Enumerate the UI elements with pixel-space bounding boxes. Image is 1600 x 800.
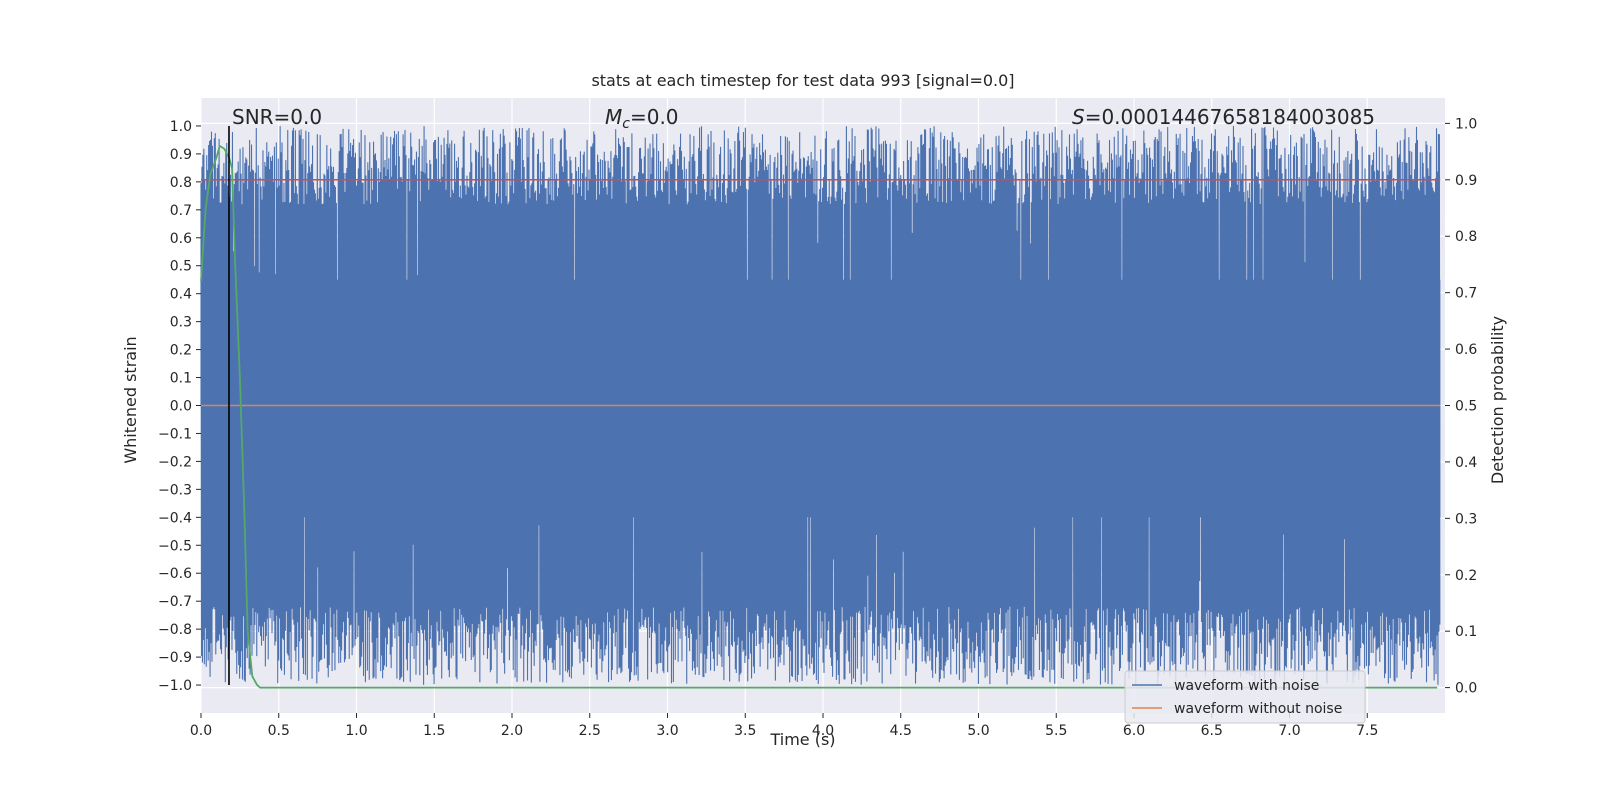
s-annotation: S=0.00014467658184003085 xyxy=(1072,105,1375,129)
chirp-mass-annotation: Mc=0.0 xyxy=(605,105,679,132)
x-tick-label: 4.0 xyxy=(812,723,834,739)
y-tick-label: 0.2 xyxy=(170,343,192,359)
y-tick-label: −1.0 xyxy=(158,678,192,694)
y-axis-ticks: 1.0 0.9 0.8 0.7 0.6 0.5 0.4 0.3 0.2 0.1 0.0 −0.1 −0.… xyxy=(158,119,201,694)
series-waveform-with-noise xyxy=(200,125,1441,685)
y2-tick-label: 0.2 xyxy=(1455,568,1477,584)
chirp-mass-value: =0.0 xyxy=(630,105,679,129)
x-tick-label: 2.5 xyxy=(579,723,601,739)
y2-tick-label: 0.5 xyxy=(1455,399,1477,415)
y-tick-label: 0.1 xyxy=(170,371,192,387)
y2-tick-label: 0.1 xyxy=(1455,624,1477,640)
y-tick-label: 0.9 xyxy=(170,147,192,163)
x-tick-label: 3.5 xyxy=(734,723,756,739)
snr-annotation: SNR=0.0 xyxy=(232,105,322,129)
y-axis-label: Whitened strain xyxy=(121,336,140,463)
x-tick-label: 0.0 xyxy=(190,723,212,739)
legend-label-clean: waveform without noise xyxy=(1174,701,1342,717)
x-tick-label: 7.0 xyxy=(1278,723,1300,739)
y-tick-label: −0.2 xyxy=(158,454,192,470)
y-tick-label: −0.7 xyxy=(158,594,192,610)
y-tick-label: 0.4 xyxy=(170,287,192,303)
y2-tick-label: 1.0 xyxy=(1455,116,1477,132)
y2-tick-label: 0.7 xyxy=(1455,286,1477,302)
noise-waveform-line xyxy=(200,125,1441,685)
chirp-mass-subscript: c xyxy=(622,116,630,132)
chart-lines xyxy=(200,125,1441,689)
x-tick-label: 0.5 xyxy=(268,723,290,739)
s-value: =0.00014467658184003085 xyxy=(1085,105,1375,129)
y-tick-label: 0.0 xyxy=(170,399,192,415)
x-tick-label: 3.0 xyxy=(656,723,678,739)
y2-axis-ticks: 1.0 0.9 0.8 0.7 0.6 0.5 0.4 0.3 0.2 0.1 0.0 xyxy=(1445,116,1477,697)
detection-probability-line xyxy=(200,144,1438,689)
y-tick-label: 0.6 xyxy=(170,231,192,247)
y2-axis-label: Detection probability xyxy=(1488,316,1507,484)
x-tick-label: 5.5 xyxy=(1045,723,1067,739)
legend: waveform with noise waveform without noi… xyxy=(1124,670,1366,724)
y2-tick-label: 0.0 xyxy=(1455,681,1477,697)
y2-tick-label: 0.8 xyxy=(1455,229,1477,245)
y2-tick-label: 0.3 xyxy=(1455,511,1477,527)
y2-tick-label: 0.6 xyxy=(1455,342,1477,358)
x-tick-label: 1.5 xyxy=(423,723,445,739)
y-tick-label: −0.9 xyxy=(158,650,192,666)
legend-label-noise: waveform with noise xyxy=(1174,678,1319,694)
x-tick-label: 2.0 xyxy=(501,723,523,739)
y-tick-label: 0.5 xyxy=(170,259,192,275)
chart-title: stats at each timestep for test data 993… xyxy=(591,71,1014,90)
s-symbol: S xyxy=(1072,105,1085,129)
y-tick-label: −0.5 xyxy=(158,538,192,554)
chirp-mass-symbol: M xyxy=(605,105,622,129)
y-tick-label: −0.4 xyxy=(158,510,192,526)
x-tick-label: 4.5 xyxy=(890,723,912,739)
y-tick-label: 0.8 xyxy=(170,175,192,191)
y-tick-label: 0.7 xyxy=(170,203,192,219)
y-tick-label: −0.3 xyxy=(158,482,192,498)
y-tick-label: −0.8 xyxy=(158,622,192,638)
y-tick-label: 1.0 xyxy=(170,119,192,135)
x-tick-label: 6.0 xyxy=(1123,723,1145,739)
y-tick-label: −0.1 xyxy=(158,426,192,442)
x-tick-label: 1.0 xyxy=(345,723,367,739)
y2-tick-label: 0.9 xyxy=(1455,173,1477,189)
y-tick-label: 0.3 xyxy=(170,315,192,331)
legend-box xyxy=(1124,670,1366,724)
x-tick-label: 5.0 xyxy=(967,723,989,739)
x-tick-label: 7.5 xyxy=(1356,723,1378,739)
x-axis-label: Time (s) xyxy=(769,730,835,749)
y2-tick-label: 0.4 xyxy=(1455,455,1477,471)
y-tick-label: −0.6 xyxy=(158,566,192,582)
x-tick-label: 6.5 xyxy=(1201,723,1223,739)
x-axis-ticks: 0.0 0.5 1.0 1.5 2.0 2.5 3.0 3.5 4.0 4.5 5.0 5.5 6.0 6… xyxy=(190,713,1378,739)
